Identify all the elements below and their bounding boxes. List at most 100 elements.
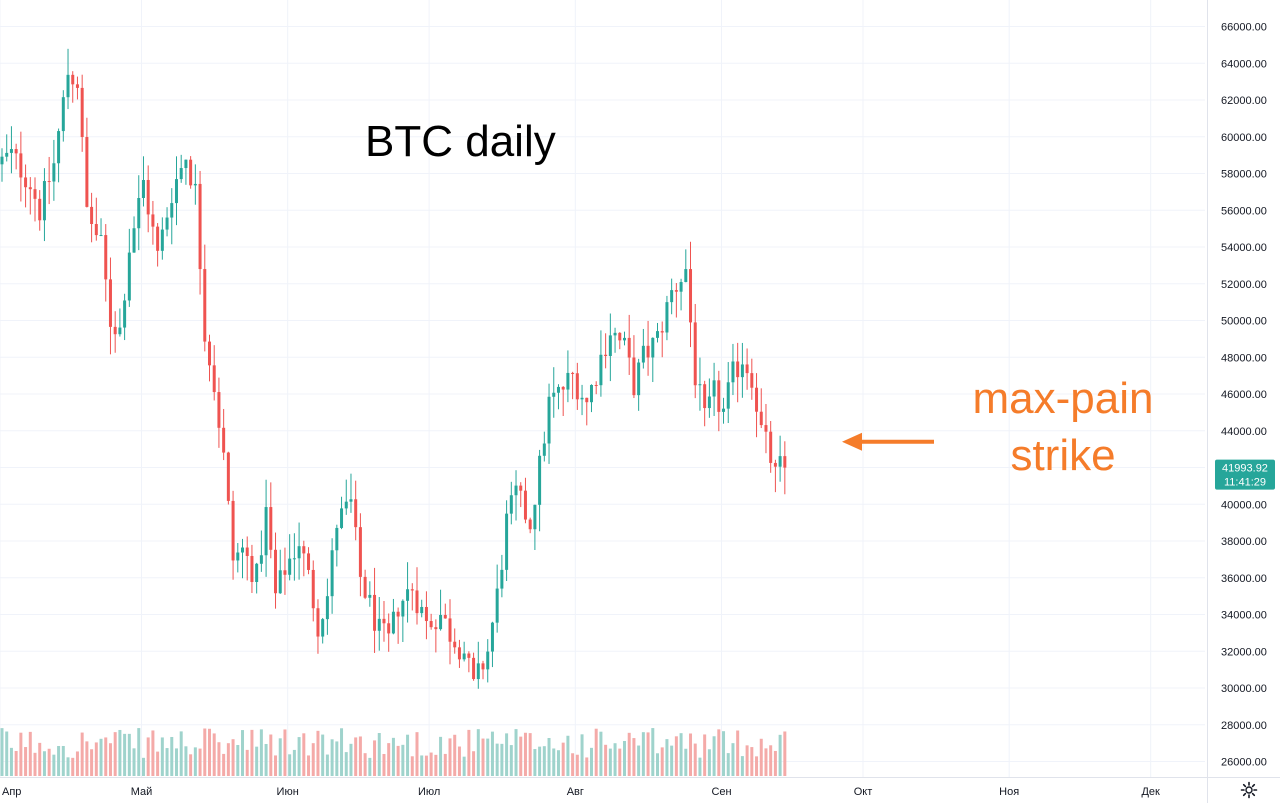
- volume-bar: [363, 753, 367, 776]
- candle-body: [302, 546, 306, 554]
- candle-body: [674, 290, 678, 292]
- candle-body: [368, 594, 372, 598]
- candle-body: [358, 527, 362, 577]
- volume-bar: [684, 748, 688, 776]
- volume-bar: [340, 728, 344, 776]
- candle-body: [627, 337, 631, 358]
- volume-bar: [759, 738, 763, 776]
- volume-bar: [368, 757, 372, 776]
- volume-bar: [358, 736, 362, 776]
- volume-bar: [481, 738, 485, 776]
- volume-bar: [344, 752, 348, 776]
- volume-bar: [486, 738, 490, 776]
- candle-body: [750, 373, 754, 388]
- candle-body: [391, 611, 395, 634]
- candle-body: [552, 392, 556, 397]
- candle-body: [292, 558, 296, 560]
- candle-body: [75, 84, 79, 88]
- time-axis: Апр Май Июн Июл Авг Сен Окт Ноя Дек: [2, 786, 1160, 798]
- volume-bar: [453, 734, 457, 776]
- volume-bar: [19, 732, 23, 776]
- volume-bar: [646, 732, 650, 776]
- candle-body: [783, 456, 787, 468]
- candle-body: [52, 163, 56, 182]
- volume-bar: [283, 729, 287, 776]
- volume-bar: [75, 751, 79, 776]
- volume-bar: [410, 756, 414, 776]
- volume-bar: [608, 748, 612, 776]
- candle-body: [57, 131, 61, 164]
- volume-bar: [259, 729, 263, 776]
- candle-body: [523, 490, 527, 520]
- candle-body: [80, 87, 84, 138]
- volume-bar: [509, 745, 513, 776]
- candle-body: [731, 361, 735, 383]
- price-tick-label: 56000.00: [1221, 205, 1267, 217]
- volume-bar: [448, 738, 452, 776]
- time-tick-label: Май: [131, 786, 153, 798]
- candle-body: [245, 547, 249, 556]
- candle-body: [217, 392, 221, 428]
- candle-body: [556, 386, 560, 393]
- price-axis: 66000.00 64000.00 62000.00 60000.00 58000.00…: [1221, 22, 1267, 769]
- candle-body: [90, 206, 94, 225]
- volume-bar: [594, 728, 598, 776]
- candle-body: [160, 229, 164, 251]
- volume-bar: [391, 737, 395, 776]
- candle-body: [689, 269, 693, 323]
- volume-bar: [373, 740, 377, 776]
- volume-bar: [505, 733, 509, 776]
- price-tick-label: 58000.00: [1221, 169, 1267, 181]
- candle-body: [382, 618, 386, 624]
- volume-bar: [613, 743, 617, 776]
- candle-body: [274, 549, 278, 594]
- price-tick-label: 54000.00: [1221, 242, 1267, 254]
- candle-body: [599, 354, 603, 386]
- volume-bar: [184, 746, 188, 776]
- volume-bar: [316, 730, 320, 776]
- volume-bar: [575, 754, 579, 776]
- candle-body: [278, 570, 282, 594]
- price-tick-label: 50000.00: [1221, 316, 1267, 328]
- candle-body: [500, 569, 504, 589]
- volume-bar: [528, 733, 532, 776]
- time-tick-label: Ноя: [999, 786, 1019, 798]
- volume-bar: [118, 729, 122, 776]
- volume-bar: [207, 728, 211, 776]
- volume-bar: [321, 734, 325, 776]
- volume-bar: [712, 736, 716, 776]
- candle-body: [19, 153, 23, 178]
- price-tick-label: 32000.00: [1221, 646, 1267, 658]
- volume-bar: [547, 738, 551, 776]
- settings-gear-icon[interactable]: [1240, 781, 1258, 799]
- volume-bar: [764, 748, 768, 776]
- candle-body: [764, 425, 768, 432]
- volume-bar: [38, 742, 42, 776]
- time-tick-label: Апр: [2, 786, 21, 798]
- volume-bar: [637, 745, 641, 776]
- candle-body: [71, 74, 75, 85]
- volume-bar: [302, 733, 306, 776]
- candle-body: [693, 322, 697, 386]
- price-tick-label: 40000.00: [1221, 499, 1267, 511]
- candle-body: [679, 282, 683, 292]
- candle-body: [193, 183, 197, 186]
- volume-bar: [108, 743, 112, 776]
- volume-bar: [490, 731, 494, 776]
- candle-body: [514, 485, 518, 496]
- candle-body: [396, 611, 400, 617]
- volume-bar: [165, 748, 169, 776]
- volume-bar: [476, 729, 480, 776]
- volume-bar: [740, 756, 744, 776]
- candle-body: [377, 618, 381, 631]
- volume-bar: [222, 753, 226, 776]
- candle-body: [241, 547, 245, 553]
- time-tick-label: Сен: [711, 786, 731, 798]
- candle-body: [14, 149, 18, 154]
- volume-bar: [198, 748, 202, 776]
- candle-body: [420, 606, 424, 614]
- candle-body: [566, 372, 570, 390]
- volume-bar: [387, 743, 391, 776]
- volume-bar: [24, 747, 28, 776]
